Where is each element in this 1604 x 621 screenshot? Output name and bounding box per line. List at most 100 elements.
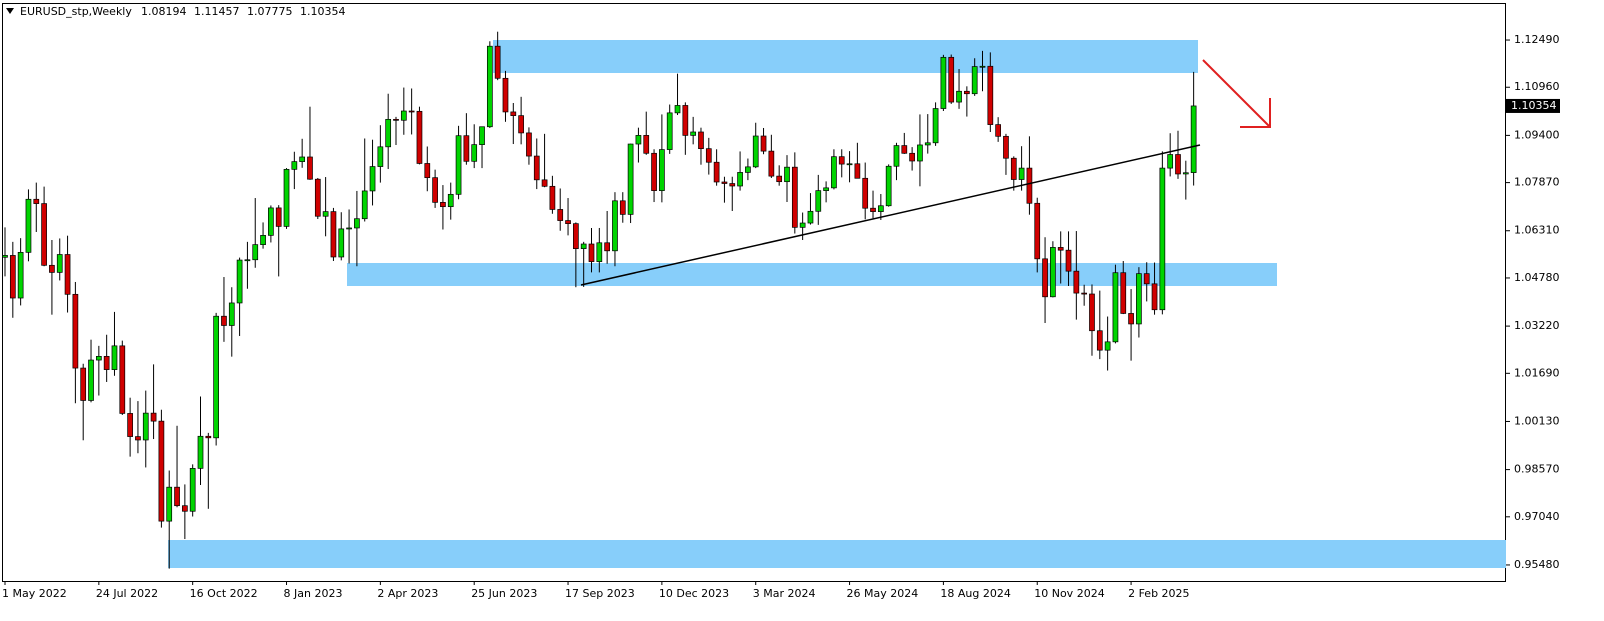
- candle-body: [455, 135, 462, 195]
- candle-body: [197, 435, 204, 469]
- candle-body: [987, 65, 994, 125]
- candle-body: [283, 168, 290, 227]
- candle-body: [612, 200, 618, 252]
- candle-body: [510, 111, 517, 116]
- candle-body: [1089, 293, 1095, 332]
- y-tick-label: 0.95480: [1514, 558, 1560, 571]
- header-open: 1.08194: [141, 5, 187, 18]
- candle-body: [533, 155, 540, 181]
- candle-body: [580, 243, 587, 249]
- candle-body: [213, 315, 219, 439]
- candle-body: [393, 118, 399, 121]
- candle-body: [705, 148, 712, 163]
- candle-body: [119, 345, 126, 414]
- menu-triangle[interactable]: [6, 8, 14, 14]
- y-tick-label: 1.10960: [1514, 80, 1560, 93]
- candle-body: [776, 175, 783, 183]
- candle-body: [56, 254, 63, 273]
- candle-body: [158, 420, 165, 522]
- candle-body: [823, 187, 829, 191]
- candle-body: [338, 228, 345, 258]
- candle-body: [995, 124, 1001, 137]
- x-tick-label: 2 Feb 2025: [1128, 587, 1189, 600]
- x-tick-label: 16 Oct 2022: [190, 587, 258, 600]
- candle-body: [729, 183, 736, 187]
- candle-body: [1182, 172, 1189, 175]
- candle-body: [346, 227, 352, 230]
- candle-body: [627, 143, 634, 215]
- candle-body: [275, 207, 282, 227]
- candle-body: [1073, 270, 1080, 294]
- y-tick-label: 1.00130: [1514, 414, 1560, 427]
- candle-body: [486, 45, 493, 128]
- candle-body: [377, 146, 384, 167]
- y-tick-label: 1.03220: [1514, 319, 1560, 332]
- candle-body: [862, 177, 869, 209]
- candle-body: [604, 242, 610, 252]
- candle-body: [541, 179, 548, 187]
- candle-body: [369, 166, 376, 192]
- header-high: 1.11457: [194, 5, 240, 18]
- candle-body: [1081, 292, 1088, 295]
- candle-body: [307, 156, 313, 180]
- candle-body: [1034, 202, 1041, 260]
- candle-body: [932, 108, 939, 144]
- candle-body: [166, 486, 173, 522]
- candle-body: [1151, 283, 1158, 311]
- candle-body: [111, 345, 118, 370]
- candle-body: [964, 90, 970, 95]
- candle-body: [885, 165, 892, 207]
- candle-body: [1057, 247, 1064, 251]
- candle-body: [205, 435, 212, 439]
- candle-body: [745, 166, 751, 173]
- candle-body: [330, 211, 337, 258]
- candle-body: [752, 135, 759, 168]
- y-tick-label: 1.04780: [1514, 271, 1560, 284]
- candle-body: [221, 315, 227, 326]
- candle-body: [494, 45, 501, 79]
- candle-body: [314, 178, 321, 217]
- candle-body: [909, 152, 915, 162]
- candle-body: [1065, 249, 1072, 272]
- candle-body: [1042, 258, 1048, 298]
- y-tick-label: 1.01690: [1514, 366, 1560, 379]
- candle-body: [831, 156, 837, 189]
- candle-body: [385, 118, 392, 148]
- candle-body: [619, 200, 626, 215]
- candle-body: [88, 359, 94, 401]
- candle-body: [72, 293, 79, 369]
- candle-body: [228, 302, 235, 326]
- candle-body: [127, 413, 133, 437]
- candle-body: [142, 412, 149, 441]
- candle-body: [1112, 272, 1119, 343]
- candle-body: [236, 259, 243, 304]
- candle-body: [854, 163, 861, 179]
- candle-body: [971, 66, 978, 95]
- candle-body: [424, 163, 431, 179]
- candle-body: [651, 152, 657, 191]
- price-marker: [1506, 98, 1560, 113]
- candle-body: [901, 145, 908, 154]
- candle-body: [1136, 273, 1142, 325]
- candle-body: [80, 367, 87, 401]
- header-close: 1.10354: [300, 5, 346, 18]
- candle-body: [291, 161, 298, 170]
- candle-body: [917, 144, 923, 162]
- x-tick-label: 25 Jun 2023: [471, 587, 537, 600]
- price-label: 1.10354: [1511, 99, 1557, 112]
- candle-body: [479, 126, 485, 145]
- candle-body: [799, 222, 806, 228]
- candle-body: [737, 172, 743, 187]
- candle-body: [1018, 167, 1025, 180]
- candle-body: [698, 131, 704, 150]
- x-tick-label: 3 Mar 2024: [753, 587, 816, 600]
- candle-body: [1159, 167, 1166, 311]
- candle-body: [713, 161, 720, 183]
- candle-body: [1167, 154, 1174, 169]
- candle-body: [9, 255, 16, 299]
- y-tick-label: 0.97040: [1514, 510, 1560, 523]
- y-tick-label: 1.07870: [1514, 176, 1560, 189]
- candle-body: [948, 56, 955, 103]
- candle-body: [244, 259, 251, 262]
